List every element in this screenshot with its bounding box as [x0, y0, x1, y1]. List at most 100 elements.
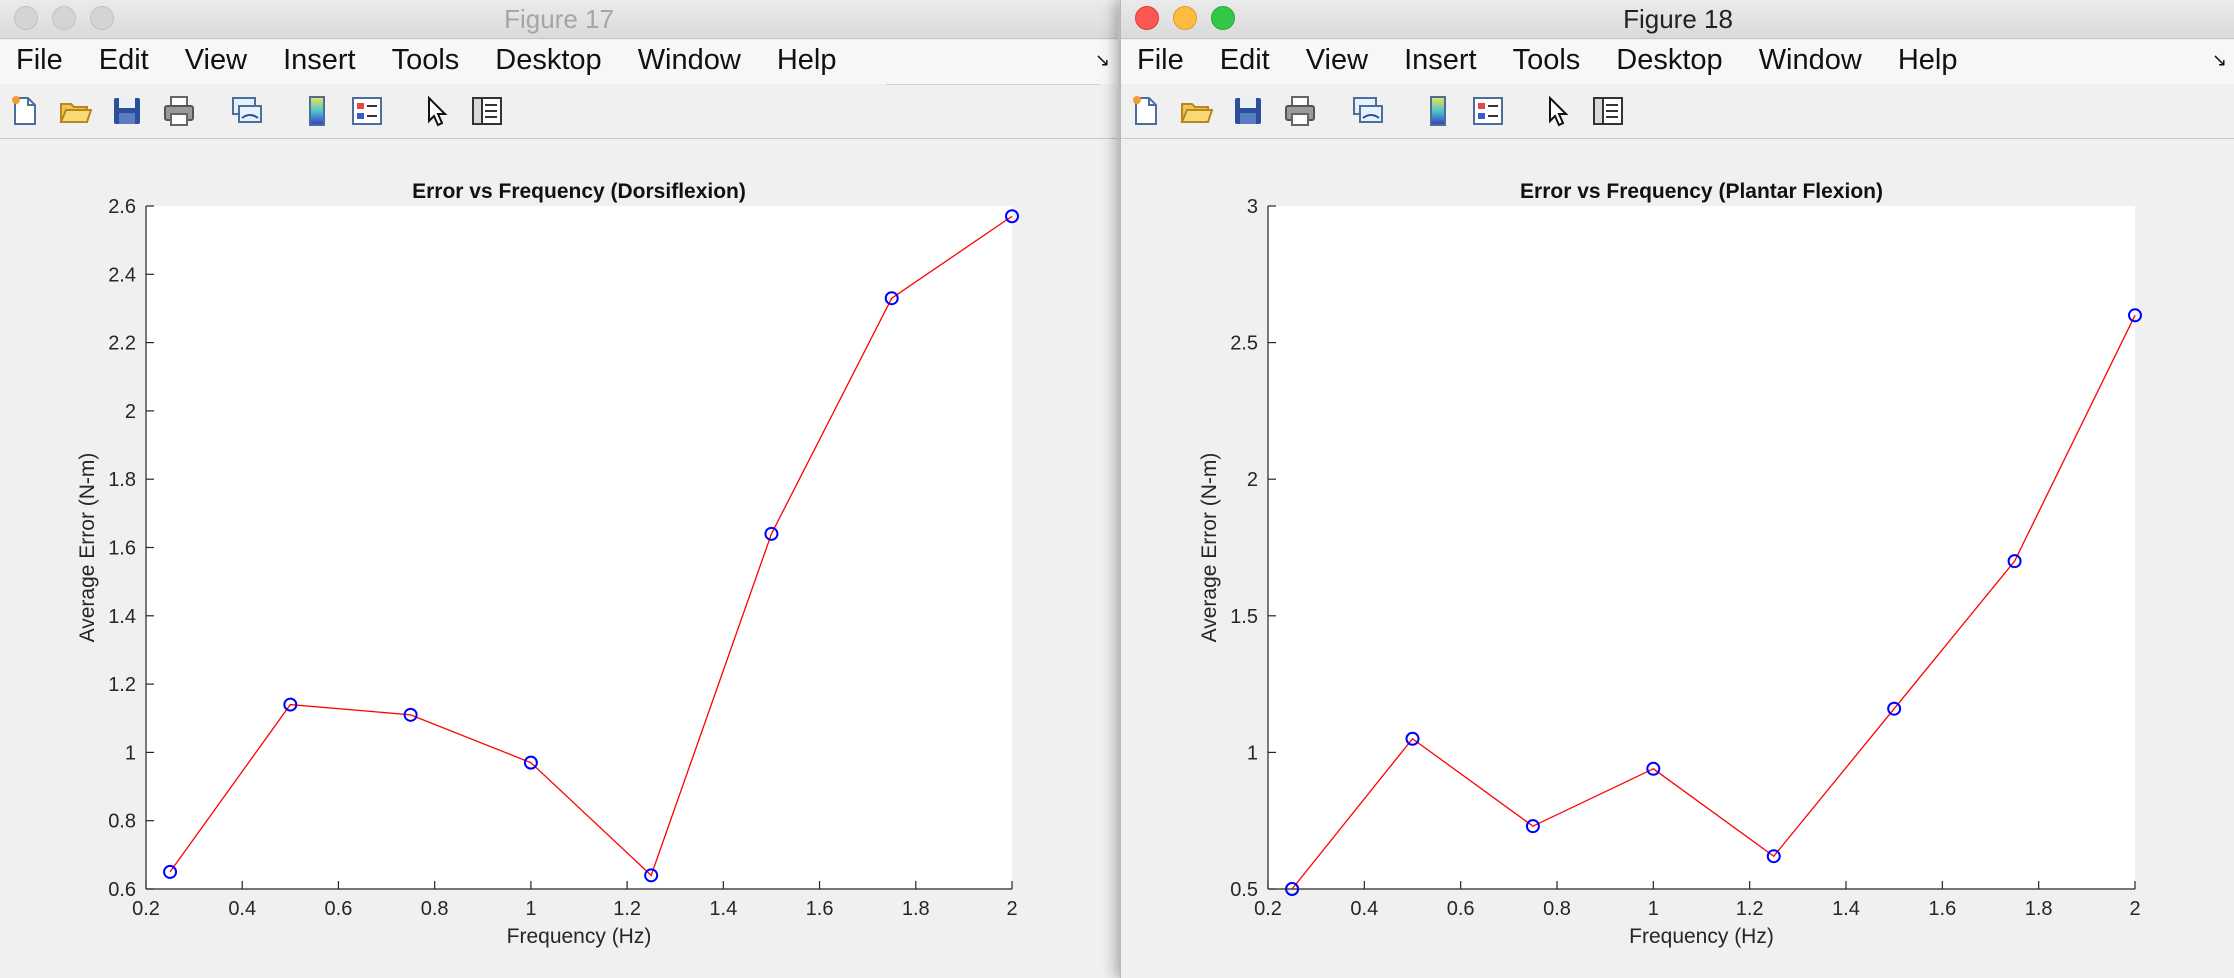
title-bar[interactable]: Figure 18 — [1121, 0, 2234, 39]
edit-plot-icon[interactable] — [420, 94, 454, 128]
title-bar[interactable]: Figure 17 — [0, 0, 1118, 39]
y-tick-label: 2 — [125, 401, 136, 423]
menu-insert[interactable]: Insert — [283, 44, 356, 76]
menu-tools[interactable]: Tools — [391, 44, 460, 76]
minimize-window-button[interactable] — [52, 6, 76, 30]
y-axis-ticks: 0.5 1 1.5 2 2.5 3 — [1230, 196, 1276, 901]
x-axis-label: Frequency (Hz) — [507, 925, 652, 948]
data-point — [1405, 731, 1420, 746]
menu-insert[interactable]: Insert — [1404, 44, 1477, 76]
legend-icon[interactable] — [1471, 94, 1505, 128]
menu-window[interactable]: Window — [637, 44, 741, 76]
data-point — [163, 864, 178, 879]
menu-tools[interactable]: Tools — [1512, 44, 1581, 76]
x-tick-label: 0.4 — [228, 898, 256, 920]
data-point — [2007, 554, 2022, 569]
close-window-button[interactable] — [1135, 6, 1159, 30]
window-controls — [14, 6, 128, 35]
save-icon[interactable] — [110, 94, 144, 128]
x-tick-label: 1.6 — [806, 898, 834, 920]
menu-bar: File Edit View Insert Tools Desktop Window Help… — [0, 40, 1118, 84]
data-point — [1525, 819, 1540, 834]
property-inspector-icon[interactable] — [470, 94, 504, 128]
colorbar-icon[interactable] — [300, 94, 334, 128]
x-tick-label: 0.2 — [132, 898, 160, 920]
y-tick-label: 1 — [1247, 742, 1258, 764]
axes-background — [1268, 206, 2135, 889]
menu-file[interactable]: File — [1137, 44, 1184, 76]
x-tick-label: 0.6 — [1447, 898, 1475, 920]
menu-view[interactable]: View — [1305, 44, 1369, 76]
x-tick-label: 0.2 — [1254, 898, 1282, 920]
x-tick-label: 1.8 — [902, 898, 930, 920]
data-point — [884, 291, 899, 306]
axes-background — [146, 206, 1012, 889]
x-tick-label: 1.4 — [1832, 898, 1860, 920]
open-file-icon[interactable] — [58, 94, 92, 128]
link-plot-icon[interactable] — [230, 94, 264, 128]
data-point — [764, 526, 779, 541]
new-figure-icon[interactable] — [8, 94, 42, 128]
menu-file[interactable]: File — [16, 44, 63, 76]
y-axis-label: Average Error (N-m) — [1198, 453, 1221, 643]
dock-arrow-icon[interactable]: ↘ — [2211, 50, 2227, 70]
chart-title: Error vs Frequency (Dorsiflexion) — [412, 180, 746, 203]
x-axis-label: Frequency (Hz) — [1629, 925, 1774, 948]
menu-divider — [886, 84, 1100, 85]
data-point — [1005, 209, 1019, 224]
print-icon[interactable] — [1283, 94, 1317, 128]
x-tick-label: 1.4 — [709, 898, 737, 920]
close-window-button[interactable] — [14, 6, 38, 30]
y-tick-label: 2.4 — [108, 264, 136, 286]
menu-help[interactable]: Help — [776, 44, 837, 76]
plot-marks — [163, 209, 1019, 883]
open-file-icon[interactable] — [1179, 94, 1213, 128]
x-tick-label: 2 — [1006, 898, 1017, 920]
x-tick-label: 1.6 — [1928, 898, 1956, 920]
minimize-window-button[interactable] — [1173, 6, 1197, 30]
x-tick-label: 1 — [1648, 898, 1659, 920]
x-axis-ticks: 0.2 0.4 0.6 0.8 1 1.2 1.4 1.6 1.8 2 — [132, 881, 1018, 920]
y-tick-label: 1.2 — [108, 674, 136, 696]
y-tick-label: 3 — [1247, 196, 1258, 218]
menu-desktop[interactable]: Desktop — [1616, 44, 1723, 76]
y-tick-label: 0.5 — [1230, 879, 1258, 901]
menu-desktop[interactable]: Desktop — [495, 44, 602, 76]
print-icon[interactable] — [162, 94, 196, 128]
zoom-window-button[interactable] — [90, 6, 114, 30]
x-tick-label: 1.8 — [2025, 898, 2053, 920]
menu-bar: File Edit View Insert Tools Desktop Window Help… — [1121, 40, 2234, 84]
series-line — [1291, 314, 2136, 890]
chart-plantar-flexion: 0.2 0.4 0.6 0.8 1 1.2 1.4 1.6 1.8 2 0.511.522.53 … — [1198, 180, 2142, 948]
y-tick-label: 0.6 — [108, 879, 136, 901]
dock-arrow-icon[interactable]: ↘ — [1094, 50, 1110, 70]
y-tick-label: 2 — [1247, 469, 1258, 491]
menu-edit[interactable]: Edit — [1219, 44, 1270, 76]
x-tick-label: 1 — [525, 898, 536, 920]
data-point — [523, 755, 538, 770]
menu-window[interactable]: Window — [1758, 44, 1862, 76]
property-inspector-icon[interactable] — [1591, 94, 1625, 128]
y-tick-label: 0.8 — [108, 811, 136, 833]
y-tick-label: 1.4 — [108, 606, 136, 628]
link-plot-icon[interactable] — [1351, 94, 1385, 128]
toolbar — [1121, 88, 2234, 138]
new-figure-icon[interactable] — [1129, 94, 1163, 128]
colorbar-icon[interactable] — [1421, 94, 1455, 128]
edit-plot-icon[interactable] — [1541, 94, 1575, 128]
save-icon[interactable] — [1231, 94, 1265, 128]
x-tick-label: 0.4 — [1350, 898, 1378, 920]
menu-view[interactable]: View — [184, 44, 248, 76]
data-point — [1766, 849, 1781, 864]
y-tick-label: 2.5 — [1230, 333, 1258, 355]
menu-help[interactable]: Help — [1897, 44, 1958, 76]
legend-icon[interactable] — [350, 94, 384, 128]
y-tick-label: 2.6 — [108, 196, 136, 218]
toolbar — [0, 88, 1118, 138]
menu-edit[interactable]: Edit — [98, 44, 149, 76]
x-tick-label: 1.2 — [613, 898, 641, 920]
series-line — [169, 215, 1013, 877]
data-point — [2128, 308, 2142, 323]
zoom-window-button[interactable] — [1211, 6, 1235, 30]
y-tick-label: 1 — [125, 742, 136, 764]
